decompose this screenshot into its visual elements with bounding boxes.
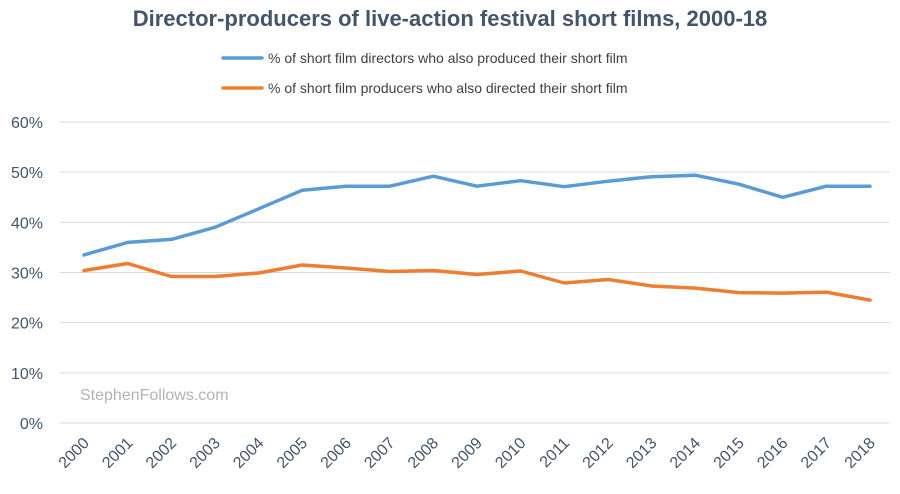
- chart-title: Director-producers of live-action festiv…: [133, 6, 768, 31]
- y-tick-label: 30%: [11, 266, 43, 283]
- x-tick-label: 2010: [492, 435, 529, 472]
- y-tick-label: 60%: [11, 115, 43, 132]
- x-tick-label: 2002: [143, 435, 180, 472]
- x-tick-label: 2003: [187, 435, 224, 472]
- x-tick-label: 2005: [274, 435, 311, 472]
- x-tick-label: 2004: [230, 435, 267, 472]
- x-tick-label: 2008: [405, 435, 442, 472]
- legend-label-1: % of short film directors who also produ…: [268, 50, 627, 66]
- y-tick-label: 10%: [11, 366, 43, 383]
- y-tick-label: 40%: [11, 215, 43, 232]
- x-tick-label: 2016: [754, 435, 791, 472]
- x-tick-label: 2017: [798, 435, 835, 472]
- y-tick-label: 20%: [11, 316, 43, 333]
- x-tick-label: 2011: [537, 435, 573, 471]
- y-tick-label: 0%: [20, 416, 43, 433]
- y-axis: 0% 10% 20% 30% 40% 50% 60%: [11, 115, 43, 433]
- legend-label-2: % of short film producers who also direc…: [268, 80, 627, 96]
- x-tick-label: 2014: [667, 435, 704, 472]
- x-tick-label: 2013: [623, 435, 660, 472]
- x-tick-label: 2007: [361, 435, 398, 472]
- watermark: StephenFollows.com: [80, 387, 229, 404]
- series-layer: [82, 173, 872, 302]
- x-tick-label: 2012: [580, 435, 617, 472]
- legend: % of short film directors who also produ…: [221, 50, 627, 96]
- y-tick-label: 50%: [11, 165, 43, 182]
- x-tick-label: 2001: [99, 435, 136, 472]
- x-tick-label: 2006: [318, 435, 355, 472]
- series-line-2: [82, 261, 872, 302]
- gridlines: [60, 121, 890, 424]
- x-tick-label: 2000: [56, 435, 93, 472]
- series-line-1: [82, 173, 872, 257]
- x-axis: 2000 2001 2002 2003 2004 2005 2006 2007 2008 2009…: [56, 435, 879, 472]
- x-tick-label: 2018: [842, 435, 879, 472]
- x-tick-label: 2009: [449, 435, 486, 472]
- x-tick-label: 2015: [711, 435, 748, 472]
